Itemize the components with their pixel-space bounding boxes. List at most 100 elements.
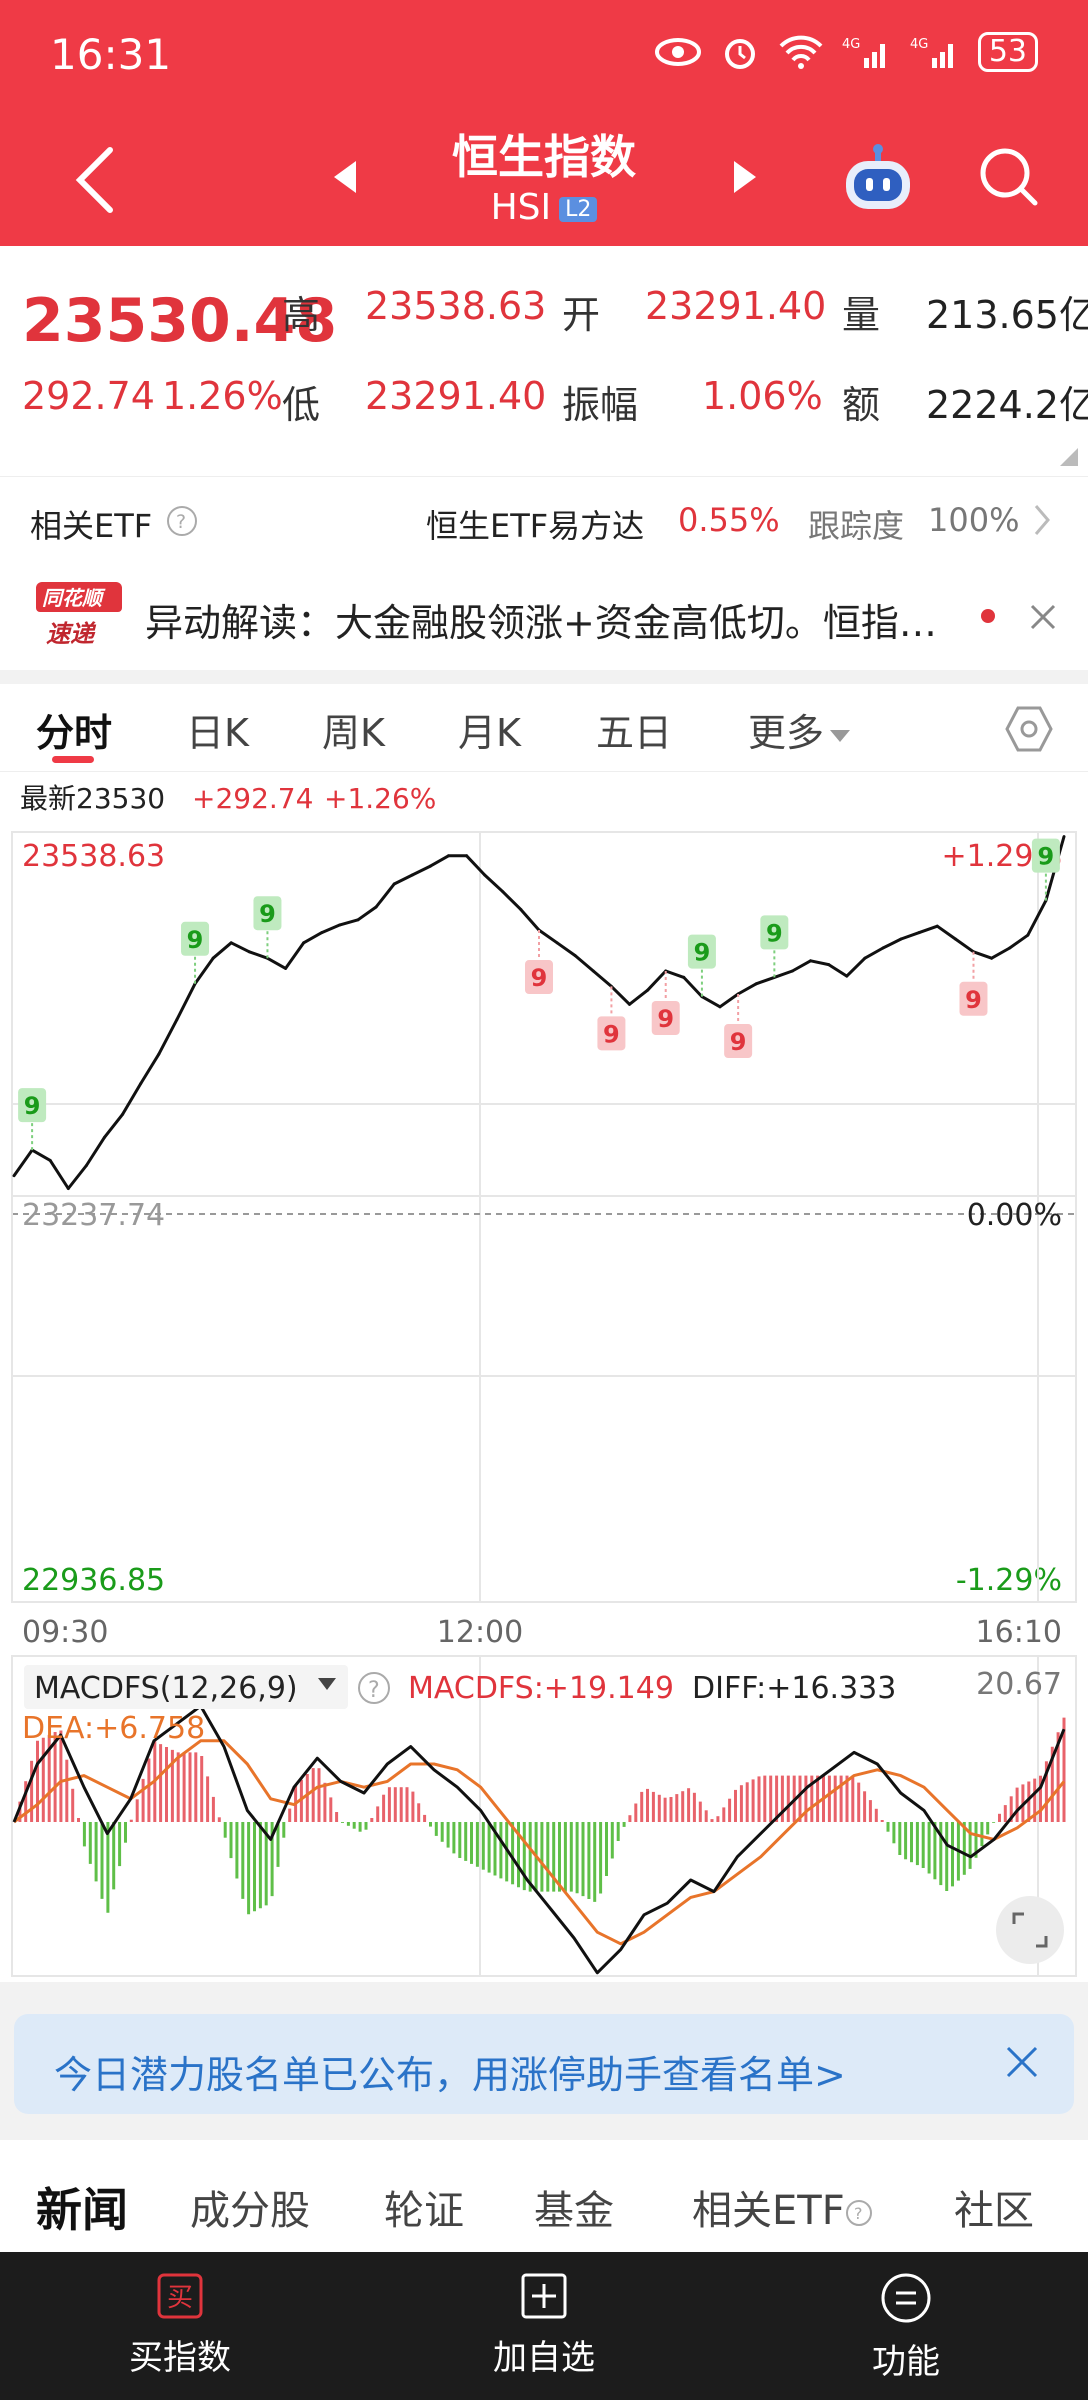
td9-label: 9	[259, 900, 276, 928]
td9-signals: 9 9 9 9 9 9 9 9 9 9 9	[18, 838, 1060, 1151]
price-segment	[809, 959, 831, 967]
td9-label: 9	[657, 1005, 674, 1033]
previous-index-icon[interactable]	[330, 157, 360, 197]
header: 恒生指数 HSI L2	[0, 115, 1088, 246]
tab-weekly-k[interactable]: 周K	[322, 711, 385, 755]
tab-community[interactable]: 社区	[954, 2188, 1034, 2234]
price-change-pct: 1.26%	[162, 374, 283, 418]
intraday-chart[interactable]: 最新23530 +292.74 +1.26% 23538.63 +1.29% 2…	[0, 772, 1088, 1982]
x-tick-noon: 12:00	[437, 1615, 523, 1650]
close-icon[interactable]	[1028, 602, 1058, 632]
amplitude-value: 1.06%	[702, 374, 823, 418]
status-time: 16:31	[50, 30, 172, 79]
volume-value: 213.65亿	[926, 293, 1088, 337]
wifi-icon	[779, 35, 823, 69]
back-arrow-icon[interactable]	[70, 145, 120, 215]
tab-five-day[interactable]: 五日	[596, 711, 673, 755]
unread-dot-icon	[981, 609, 995, 623]
add-watchlist-button[interactable]: 加自选	[444, 2272, 644, 2379]
ticker-text: 异动解读：大金融股领涨+资金高低切。恒指…	[145, 601, 937, 645]
price-segment	[30, 1148, 52, 1162]
volume-label: 量	[842, 293, 881, 337]
bottom-nav: 买 买指数 加自选 功能	[0, 2252, 1088, 2400]
news-ticker[interactable]: 同花顺 速递 异动解读：大金融股领涨+资金高低切。恒指…	[0, 564, 1088, 670]
price-segment	[374, 882, 396, 909]
price-segment	[646, 969, 668, 992]
amplitude-label: 振幅	[562, 383, 639, 427]
tab-news[interactable]: 新闻	[36, 2183, 128, 2237]
price-segment	[247, 950, 269, 960]
price-segment	[356, 905, 378, 922]
fullscreen-button[interactable]	[996, 1896, 1064, 1964]
fullscreen-icon	[1012, 1912, 1048, 1948]
price-segment	[483, 873, 505, 894]
price-segment	[754, 975, 776, 986]
latest-change: +292.74	[192, 782, 313, 815]
close-icon[interactable]	[1004, 2044, 1040, 2080]
robot-assistant-icon[interactable]	[840, 141, 916, 217]
price-segment	[827, 963, 849, 978]
price-segment	[265, 956, 288, 970]
td9-buy-marker	[253, 896, 282, 931]
price-segment	[519, 908, 541, 932]
settings-hexagon-icon[interactable]	[1004, 704, 1054, 754]
chart-area: 最新23530 +292.74 +1.26% 23538.63 +1.29% 2…	[0, 772, 1088, 1982]
alarm-icon	[724, 39, 755, 69]
expand-corner-icon[interactable]	[1060, 448, 1078, 466]
tab-related-etf[interactable]: 相关ETF?	[692, 2178, 873, 2236]
svg-text:4G: 4G	[910, 37, 928, 52]
search-icon[interactable]	[975, 143, 1041, 209]
indicator-help-icon[interactable]	[358, 1672, 390, 1704]
price-change: 292.74	[22, 374, 155, 418]
high-label: 高	[282, 293, 321, 337]
price-segment	[990, 946, 1012, 960]
tab-more-label: 更多	[748, 711, 825, 755]
price-segment	[845, 956, 867, 978]
etf-name: 恒生ETF易方达	[426, 507, 645, 545]
tab-monthly-k[interactable]: 月K	[458, 711, 521, 755]
buy-index-button[interactable]: 买 买指数	[80, 2272, 280, 2379]
td9-buy-marker	[181, 921, 210, 956]
low-label: 低	[282, 383, 321, 427]
price-segment	[465, 854, 487, 877]
functions-button[interactable]: 功能	[806, 2272, 1006, 2383]
buy-icon: 买	[157, 2273, 203, 2319]
chevron-right-icon	[1034, 505, 1050, 535]
related-etf-row[interactable]: 相关ETF ? 恒生ETF易方达 0.55% 跟踪度 100%	[0, 476, 1088, 564]
next-index-icon[interactable]	[730, 157, 760, 197]
tracking-value: 100%	[928, 501, 1020, 539]
price-segment	[700, 995, 722, 1009]
tab-constituents[interactable]: 成分股	[190, 2188, 310, 2234]
price-segment	[103, 1112, 125, 1139]
axis-price-mid: 23237.74	[22, 1198, 165, 1233]
logo-line1: 同花顺	[42, 586, 106, 610]
axis-pct-mid: 0.00%	[967, 1198, 1062, 1233]
td9-sell-marker	[724, 1024, 753, 1059]
signal-4g-icon: 4G	[842, 37, 885, 68]
latest-label: 最新23530	[20, 782, 165, 815]
tab-intraday[interactable]: 分时	[36, 711, 113, 755]
td9-sell-marker	[597, 1016, 626, 1051]
tab-daily-k[interactable]: 日K	[186, 711, 249, 755]
low-value: 23291.40	[365, 374, 547, 418]
price-segment	[320, 923, 342, 935]
indicator-selector[interactable]	[24, 1665, 348, 1709]
price-segment	[302, 931, 324, 945]
macdfs-value: MACDFS:+19.149	[408, 1671, 674, 1706]
turnover-label: 额	[842, 383, 881, 427]
price-segment	[899, 931, 921, 941]
td9-label: 9	[965, 986, 982, 1014]
help-icon[interactable]: ?	[166, 505, 198, 537]
promo-banner[interactable]: 今日潜力股名单已公布，用涨停助手查看名单>	[14, 2014, 1074, 2114]
index-code-text: HSI	[490, 187, 552, 228]
tab-warrants[interactable]: 轮证	[384, 2188, 464, 2234]
tab-funds[interactable]: 基金	[534, 2188, 614, 2234]
price-segment	[953, 937, 975, 954]
menu-circle-icon	[881, 2273, 931, 2323]
x-tick-open: 09:30	[22, 1615, 108, 1650]
price-segment	[48, 1158, 70, 1190]
td9-label: 9	[187, 926, 204, 954]
tab-more[interactable]: 更多	[748, 702, 852, 757]
dea-value: DEA:+6.758	[22, 1711, 205, 1746]
status-bar: 16:31 4G 4G 53	[0, 0, 1088, 115]
